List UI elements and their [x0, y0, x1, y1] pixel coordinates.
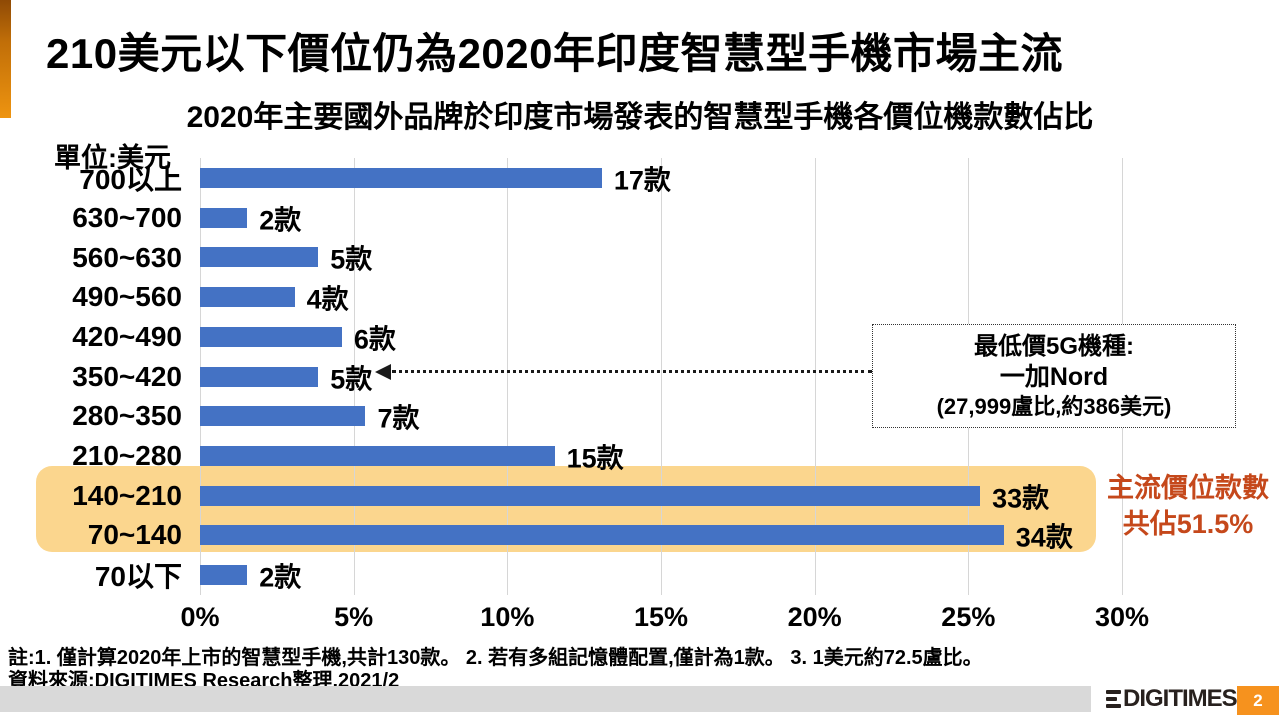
category-label: 210~280 [72, 439, 182, 471]
bar-row: 17款 [200, 158, 1122, 198]
bar-chart-plot: 17款 2款 5款 4款 6款 5款 7款 15款 33款 34款 2款 [200, 158, 1123, 595]
bar-value-label: 2款 [259, 205, 302, 236]
unit-label: 單位:美元 [54, 143, 171, 173]
category-label: 490~560 [72, 281, 182, 313]
bar [200, 287, 295, 308]
x-axis-ticks: 0% 5% 10% 15% 20% 25% 30% [180, 602, 1149, 636]
bar [200, 366, 319, 387]
bar-value-label: 17款 [613, 165, 671, 196]
mainstream-share-line1: 主流價位款數 [1107, 473, 1269, 503]
annotation-line1: 最低價5G機種: [973, 332, 1134, 360]
category-label: 280~350 [72, 400, 182, 432]
x-tick-label: 15% [633, 602, 689, 632]
category-label: 140~210 [72, 479, 182, 511]
bar [200, 485, 981, 506]
mainstream-share-line2: 共佔51.5% [1122, 509, 1254, 540]
bar-value-label: 15款 [566, 443, 624, 474]
gridline [507, 158, 509, 595]
bar-value-label: 4款 [306, 284, 349, 315]
annotation-arrow-line [392, 370, 872, 373]
bar [200, 207, 248, 228]
bar-row: 2款 [200, 555, 1122, 595]
x-tick-label: 0% [180, 602, 220, 632]
slide-title: 210美元以下價位仍為2020年印度智慧型手機市場主流 [46, 30, 1064, 77]
bar-row: 6款 [200, 317, 1122, 357]
bar [200, 247, 319, 268]
x-tick-label: 10% [480, 602, 535, 632]
bar-row: 5款 [200, 237, 1122, 277]
bar-row: 7款 [200, 396, 1122, 436]
bar-row: 15款 [200, 436, 1122, 476]
bar [200, 565, 248, 586]
bar-rows: 17款 2款 5款 4款 6款 5款 7款 15款 33款 34款 2款 [200, 158, 1122, 595]
category-labels: 700以上 630~700 560~630 490~560 420~490 350~420… [24, 158, 192, 595]
digitimes-logo: DIGITIMES [1106, 684, 1238, 714]
gridline [814, 158, 816, 595]
category-label: 70以下 [94, 561, 182, 593]
bar-row: 4款 [200, 277, 1122, 317]
gridline [353, 158, 355, 595]
x-tick-label: 20% [787, 602, 842, 632]
bar-value-label: 7款 [377, 403, 420, 434]
category-label: 70~140 [87, 519, 182, 551]
footnotes: 註:1. 僅計算2020年上市的智慧型手機,共計130款。 2. 若有多組記憶體… [8, 647, 983, 669]
logo-speedlines-icon [1106, 690, 1121, 708]
category-label: 700以上 [79, 164, 182, 195]
annotation-line2: 一加Nord [999, 362, 1109, 391]
chart-title: 2020年主要國外品牌於印度市場發表的智慧型手機各價位機款數佔比 [186, 101, 1094, 134]
bar-row: 33款 [200, 476, 1122, 516]
x-tick-label: 25% [941, 602, 996, 632]
bar-value-label: 2款 [259, 562, 302, 593]
footer-bar [0, 686, 1091, 712]
bar [200, 326, 342, 347]
bar [200, 446, 555, 466]
category-label: 420~490 [72, 320, 182, 352]
bar-value-label: 5款 [330, 244, 373, 275]
bar-row: 34款 [200, 516, 1122, 556]
page-number: 2 [1253, 690, 1263, 710]
gridline [661, 158, 662, 595]
bar-value-label: 34款 [1015, 522, 1073, 553]
bar [200, 406, 366, 427]
page-number-badge: 2 [1237, 686, 1279, 715]
bar-row: 2款 [200, 198, 1122, 238]
bar [200, 167, 602, 188]
annotation-arrowhead-icon [375, 364, 391, 380]
bar [200, 525, 1004, 546]
bar-value-label: 33款 [992, 483, 1050, 514]
category-label: 350~420 [72, 360, 182, 392]
mainstream-share-label: 主流價位款數 共佔51.5% [1098, 470, 1278, 543]
category-label: 560~630 [72, 241, 182, 273]
category-label: 630~700 [72, 201, 182, 233]
x-tick-label: 5% [334, 602, 374, 632]
annotation-line3: (27,999盧比,約386美元) [936, 393, 1172, 419]
annotation-box: 最低價5G機種: 一加Nord (27,999盧比,約386美元) [872, 324, 1236, 428]
bar-value-label: 5款 [330, 364, 373, 395]
accent-strip [0, 0, 11, 118]
bar-value-label: 6款 [353, 324, 396, 355]
logo-text: DIGITIMES [1123, 685, 1238, 712]
x-tick-label: 30% [1094, 602, 1150, 632]
bar-row: 5款 [200, 357, 1122, 397]
